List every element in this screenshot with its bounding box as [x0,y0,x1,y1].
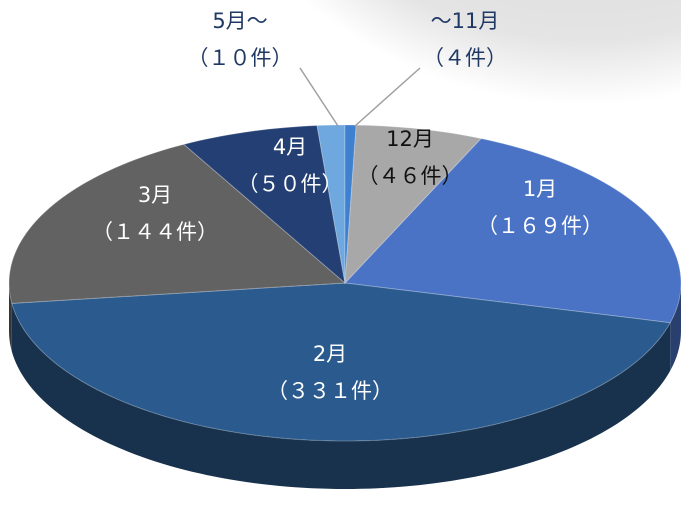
value-label: （４６件） [358,164,463,188]
value-label: （１６９件） [477,214,603,238]
value-label: （３３１件） [267,379,393,403]
pie-slice-side [9,283,12,352]
pie [8,124,681,489]
pie-slice-side [11,303,671,489]
value-label: （５０件） [238,172,343,196]
slice-label: 3月 [138,183,172,207]
slice-label: ～11月 [431,9,500,33]
pie-slice-side [670,283,681,371]
pie-slice [344,124,482,285]
slice-label: 2月 [313,342,347,366]
pie-slice [8,143,347,304]
pie-slice [182,125,346,285]
value-label: （１０件） [188,46,293,70]
slice-label: 5月～ [212,9,267,33]
labels: 1月 （１６９件） 2月 （３３１件） 3月 （１４４件） 4月 （５０件） 5月～ （１０件） ～… [92,9,603,403]
leader-line [354,67,421,127]
value-label: （４件） [423,46,507,70]
value-label: （１４４件） [92,220,218,244]
slice-label: 1月 [523,177,557,201]
slice-label: 12月 [386,127,434,151]
slice-label: 4月 [273,135,307,159]
leader-line [299,67,339,127]
pie-slice [11,282,672,442]
